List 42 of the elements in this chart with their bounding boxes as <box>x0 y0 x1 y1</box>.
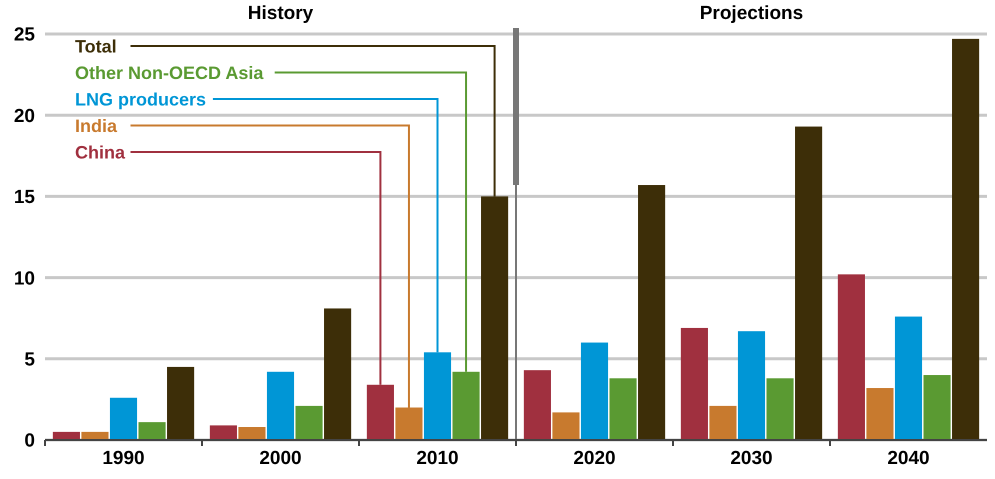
bar <box>866 388 894 440</box>
bar <box>894 316 922 440</box>
y-tick-label: 10 <box>14 268 35 290</box>
text: Other Non-OECD Asia <box>75 62 264 83</box>
y-tick-label: 20 <box>14 106 35 127</box>
x-tick-label: 2030 <box>730 448 773 469</box>
bar <box>923 375 951 440</box>
bar <box>238 427 266 440</box>
bar <box>110 398 138 440</box>
bar <box>766 378 794 440</box>
bar <box>638 185 666 440</box>
bar <box>138 422 166 440</box>
bar <box>580 342 608 440</box>
x-tick-label: 1990 <box>102 448 145 469</box>
bar <box>952 38 980 440</box>
x-tick-label: 2000 <box>259 448 302 469</box>
bar <box>795 126 822 440</box>
y-tick-label: 5 <box>24 349 36 370</box>
bar <box>266 372 294 440</box>
text: China <box>75 142 126 162</box>
bar <box>552 412 580 440</box>
bar <box>709 406 737 440</box>
bar <box>738 331 766 440</box>
bar <box>210 425 237 440</box>
y-tick-label: 0 <box>24 430 35 452</box>
text: History <box>248 3 314 24</box>
text: LNG producers <box>75 89 206 110</box>
bar <box>295 406 323 440</box>
bar <box>680 328 708 440</box>
text: Total <box>75 36 117 56</box>
y-tick-label: 25 <box>14 24 36 46</box>
text: India <box>75 116 118 136</box>
x-tick-label: 2040 <box>887 448 930 469</box>
bar <box>324 308 352 440</box>
x-tick-label: 2020 <box>573 448 616 469</box>
bar <box>524 370 551 440</box>
y-tick-label: 15 <box>14 187 36 208</box>
x-tick-label: 2010 <box>416 448 459 469</box>
bar <box>167 366 194 440</box>
text: Projections <box>700 3 804 24</box>
bar <box>609 378 637 440</box>
bar <box>838 274 865 440</box>
